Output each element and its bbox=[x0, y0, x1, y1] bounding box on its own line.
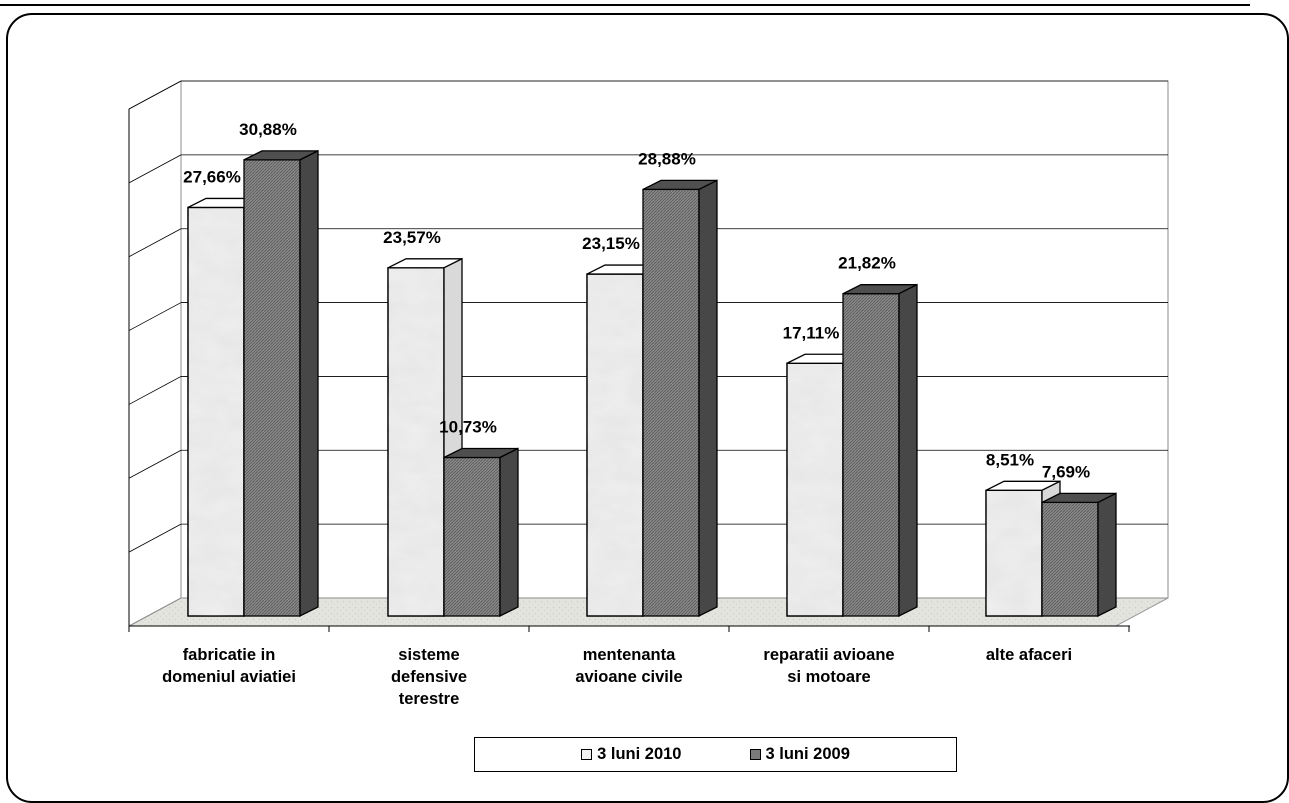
category-label-line: defensive bbox=[390, 668, 468, 686]
category-label-line: alte afaceri bbox=[985, 646, 1073, 664]
gridline-side bbox=[128, 449, 182, 479]
data-label-2010-1: 23,57% bbox=[383, 228, 441, 247]
category-label-line: sisteme bbox=[398, 646, 460, 664]
data-labels-layer: 27,66% 23,57% 23,15% 17,11% 8,51% 30,88% 10,73… bbox=[183, 120, 1090, 482]
gridline-side bbox=[128, 376, 182, 405]
category-label: sisteme defensive terestre bbox=[329, 644, 529, 710]
bar-side bbox=[1097, 492, 1117, 618]
gridline-side bbox=[128, 154, 182, 184]
legend-swatch-2010 bbox=[581, 749, 593, 760]
data-label-2009-3: 21,82% bbox=[838, 254, 896, 273]
category-label-line: avioane civile bbox=[575, 668, 683, 686]
top-rule bbox=[0, 4, 1250, 6]
bar-2009-2 bbox=[642, 179, 718, 618]
bar-chart: 27,66% 23,57% 23,15% 17,11% 8,51% 30,88% 10,73… bbox=[128, 80, 1169, 632]
category-label: reparatii avioane si motoare bbox=[729, 644, 929, 688]
data-label-2009-0: 30,88% bbox=[239, 120, 297, 139]
data-label-2010-0: 27,66% bbox=[183, 167, 241, 186]
bar-front bbox=[1041, 501, 1099, 617]
bar-2009-3 bbox=[842, 283, 918, 618]
data-label-2009-2: 28,88% bbox=[638, 149, 696, 168]
legend-label-2009: 3 luni 2009 bbox=[765, 745, 850, 763]
category-label-line: fabricatie in bbox=[182, 646, 276, 664]
bar-2009-0 bbox=[243, 149, 319, 618]
data-label-2009-4: 7,69% bbox=[1042, 462, 1090, 481]
chart-side-wall bbox=[128, 80, 182, 627]
bar-side bbox=[698, 179, 718, 618]
category-label-line: terestre bbox=[398, 690, 460, 708]
gridline-side bbox=[128, 523, 182, 553]
data-label-2010-4: 8,51% bbox=[986, 450, 1034, 469]
gridline-side bbox=[128, 228, 182, 258]
bar-front bbox=[443, 456, 501, 617]
bar-front bbox=[243, 159, 301, 617]
category-label-line: mentenanta bbox=[582, 646, 676, 664]
bar-side bbox=[898, 283, 918, 618]
legend-item-2009: 3 luni 2009 bbox=[749, 745, 850, 764]
data-label-2010-2: 23,15% bbox=[582, 234, 640, 253]
legend-swatch-2009 bbox=[749, 749, 761, 760]
bar-texture bbox=[986, 490, 1042, 616]
data-label-2010-3: 17,11% bbox=[783, 323, 840, 342]
legend-label-2010: 3 luni 2010 bbox=[597, 745, 682, 763]
gridline-side bbox=[128, 80, 182, 110]
bar-texture bbox=[388, 267, 444, 616]
data-label-2009-1: 10,73% bbox=[439, 418, 497, 437]
bar-texture bbox=[188, 207, 244, 616]
category-label: fabricatie in domeniul aviatiei bbox=[129, 644, 329, 688]
bar-side bbox=[299, 149, 319, 618]
category-label-line: domeniul aviatiei bbox=[162, 668, 296, 686]
gridline-side bbox=[128, 302, 182, 331]
bar-side bbox=[499, 447, 519, 618]
category-label-line: si motoare bbox=[787, 668, 871, 686]
category-label: alte afaceri bbox=[929, 644, 1129, 666]
bar-front bbox=[642, 188, 700, 617]
bar-2009-4 bbox=[1041, 492, 1117, 618]
bar-texture bbox=[787, 363, 843, 616]
bar-front bbox=[842, 293, 900, 617]
legend-item-2010: 3 luni 2010 bbox=[581, 745, 682, 764]
bar-texture bbox=[587, 274, 643, 616]
bar-2009-1 bbox=[443, 447, 519, 618]
category-label: mentenanta avioane civile bbox=[529, 644, 729, 688]
bars-layer bbox=[187, 149, 1117, 618]
legend: 3 luni 2010 3 luni 2009 bbox=[474, 737, 957, 772]
category-label-line: reparatii avioane bbox=[763, 646, 895, 664]
